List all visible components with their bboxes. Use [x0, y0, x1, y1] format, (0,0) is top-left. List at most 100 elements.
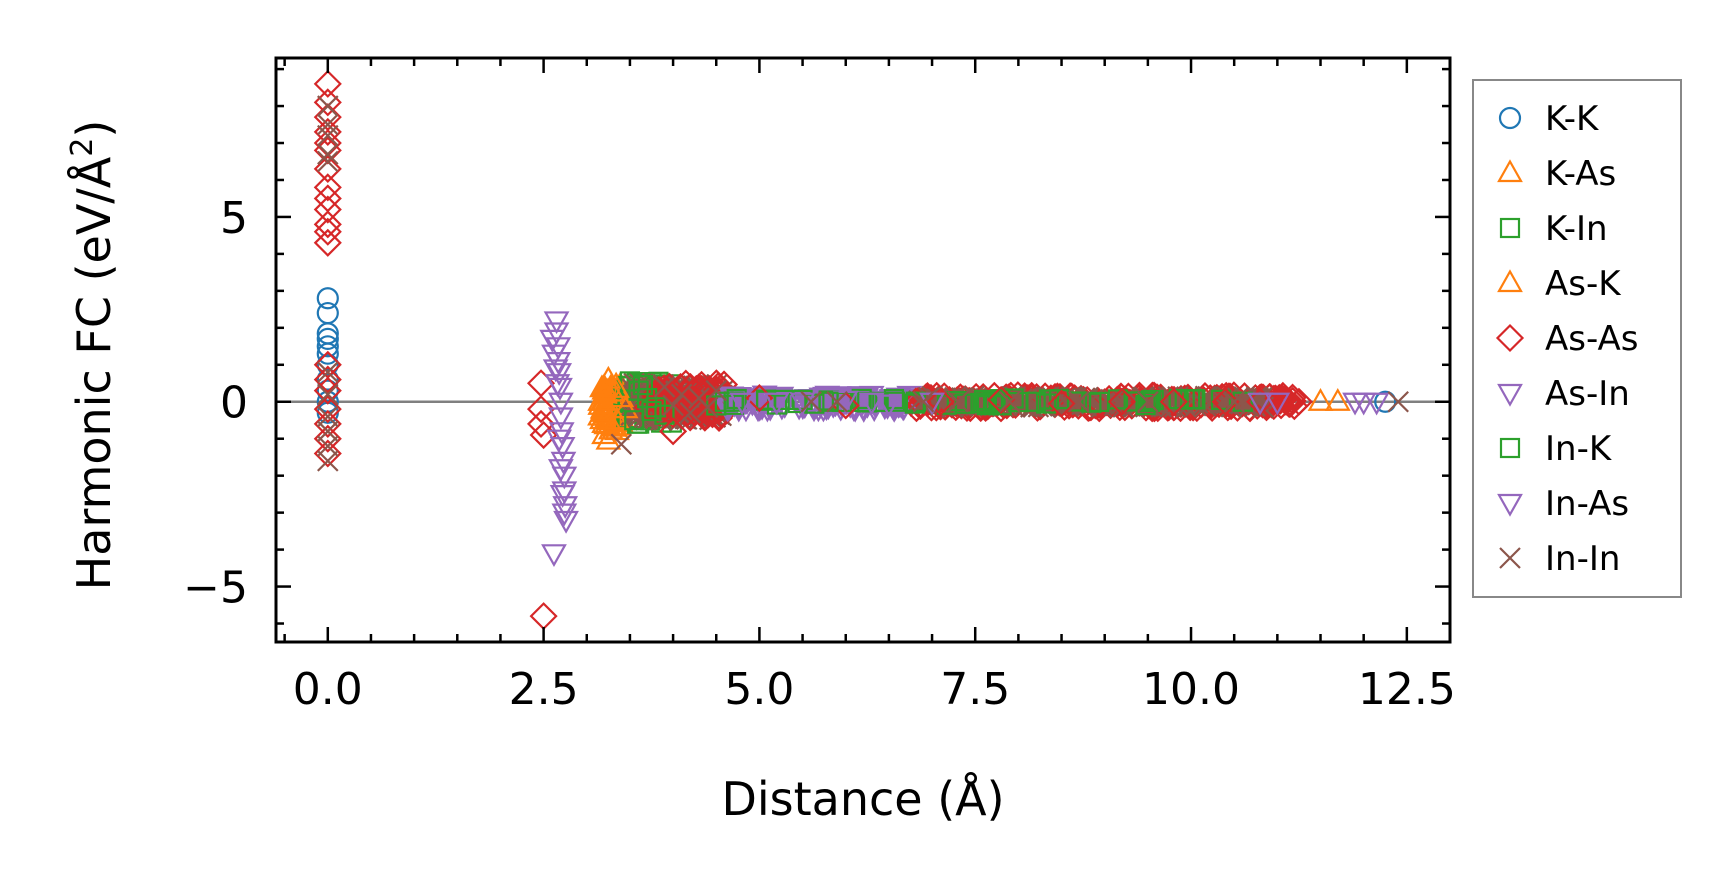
point-k-in	[884, 391, 906, 412]
point-in-in	[317, 383, 339, 406]
point-as-in	[1247, 392, 1273, 416]
point-as-as	[529, 602, 558, 631]
point-in-as	[763, 392, 790, 416]
legend-label: K-K	[1545, 99, 1600, 139]
point-as-as	[526, 409, 556, 438]
point-in-k	[714, 391, 735, 412]
point-in-in	[610, 433, 633, 456]
legend-label: K-As	[1545, 154, 1616, 194]
point-as-as	[1047, 389, 1076, 418]
point-as-in	[548, 422, 575, 446]
x-tick-label: 5.0	[724, 664, 794, 715]
point-as-in	[553, 510, 579, 534]
point-as-in	[541, 544, 567, 568]
point-k-k	[316, 368, 339, 391]
legend-label: In-In	[1545, 539, 1620, 579]
point-k-in	[976, 395, 997, 416]
legend-marker-as-as	[1495, 323, 1525, 353]
point-in-in	[653, 376, 676, 398]
point-in-as	[542, 359, 569, 383]
point-as-as	[313, 395, 342, 424]
point-k-in	[726, 388, 747, 410]
point-as-k	[595, 365, 622, 389]
point-in-as	[551, 503, 578, 527]
point-as-in	[1264, 392, 1291, 416]
point-in-as	[729, 392, 756, 416]
x-tick-label: 10.0	[1142, 664, 1240, 715]
point-in-as	[546, 429, 573, 453]
point-k-in	[1088, 391, 1110, 413]
point-as-as	[313, 217, 342, 246]
point-as-as	[313, 409, 342, 438]
point-in-as	[541, 344, 567, 368]
point-in-as	[858, 392, 885, 416]
legend-marker-as-in	[1497, 383, 1523, 407]
point-as-as	[1211, 387, 1240, 416]
point-in-in	[705, 379, 728, 402]
point-as-as	[1271, 387, 1301, 416]
legend: K-K K-As K-In As-K As-As As-In In-K In-As In-In	[1472, 79, 1682, 598]
point-as-in	[546, 363, 573, 386]
point-in-as	[547, 459, 574, 483]
point-in-in	[998, 390, 1021, 413]
point-in-in	[679, 402, 702, 424]
point-in-in	[317, 124, 339, 147]
legend-marker-k-as	[1497, 159, 1523, 183]
point-as-as	[676, 372, 705, 402]
legend-marker-in-k	[1499, 437, 1521, 459]
point-as-as	[926, 387, 955, 416]
point-in-in	[1223, 390, 1245, 413]
y-axis-title: Harmonic FC (eV/Å2)	[65, 120, 121, 591]
point-in-in	[317, 361, 339, 383]
point-as-in	[876, 394, 902, 418]
legend-label: As-In	[1545, 374, 1630, 414]
point-as-in	[849, 390, 876, 414]
point-in-in	[1137, 390, 1159, 413]
point-as-in	[543, 311, 570, 335]
x-tick-label: 2.5	[509, 664, 579, 715]
legend-marker-in-in	[1499, 547, 1521, 569]
point-as-as	[313, 439, 342, 468]
point-as-as	[1107, 387, 1137, 416]
point-as-as	[313, 173, 342, 202]
x-tick-label: 12.5	[1358, 664, 1456, 715]
point-k-k	[316, 342, 339, 365]
point-as-as	[313, 228, 342, 257]
point-as-as	[313, 154, 342, 183]
plot-frame	[274, 56, 1452, 644]
point-k-in	[1036, 393, 1057, 414]
legend-item-in-in: In-In	[1499, 539, 1620, 579]
point-as-as	[313, 210, 342, 239]
point-as-as	[313, 88, 342, 117]
point-as-as	[659, 417, 688, 446]
point-in-k	[632, 375, 653, 396]
legend-item-k-as: K-As	[1497, 154, 1616, 194]
axis-tick-labels: 0.0 2.5 5.0 7.5 10.0 12.5 −5 0 5	[183, 193, 1456, 715]
y-axis-title-superscript: 2	[65, 138, 100, 157]
legend-label: In-As	[1545, 484, 1629, 524]
legend-label: In-K	[1545, 429, 1613, 469]
point-k-in	[654, 404, 675, 425]
point-as-in	[552, 496, 579, 519]
legend-item-in-k: In-K	[1499, 429, 1613, 469]
point-in-in	[317, 150, 339, 173]
point-k-as	[595, 426, 622, 450]
point-in-in	[317, 113, 339, 136]
point-k-in	[1137, 391, 1158, 412]
point-k-k	[316, 353, 339, 376]
point-as-as	[313, 365, 342, 394]
point-as-as	[313, 424, 342, 453]
point-in-in	[696, 396, 719, 419]
legend-label: K-In	[1545, 209, 1608, 249]
point-as-k	[1324, 388, 1351, 411]
point-as-as	[313, 69, 342, 98]
point-k-k	[316, 327, 339, 351]
point-in-in	[1387, 390, 1409, 413]
legend-item-k-in: K-In	[1499, 209, 1608, 249]
axis-ticks	[276, 58, 1452, 642]
point-in-in	[800, 390, 822, 413]
point-k-in	[804, 393, 825, 414]
point-in-in	[947, 390, 969, 413]
legend-item-in-as: In-As	[1497, 484, 1629, 524]
